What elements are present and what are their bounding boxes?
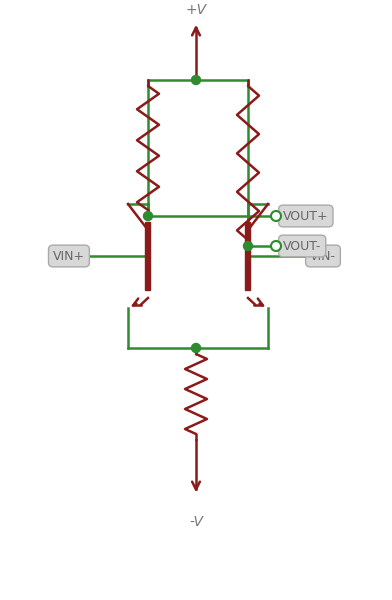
Circle shape (192, 76, 200, 85)
Circle shape (243, 241, 252, 251)
Text: VIN-: VIN- (310, 250, 336, 263)
Bar (145, 222, 151, 290)
Circle shape (192, 343, 200, 352)
Text: -V: -V (189, 515, 203, 529)
Text: VOUT-: VOUT- (283, 239, 321, 253)
Text: +V: +V (185, 3, 207, 17)
Circle shape (143, 211, 152, 220)
Circle shape (271, 211, 281, 221)
Bar (245, 222, 250, 290)
Circle shape (271, 241, 281, 251)
Text: VOUT+: VOUT+ (283, 209, 328, 223)
Text: VIN+: VIN+ (53, 250, 85, 263)
